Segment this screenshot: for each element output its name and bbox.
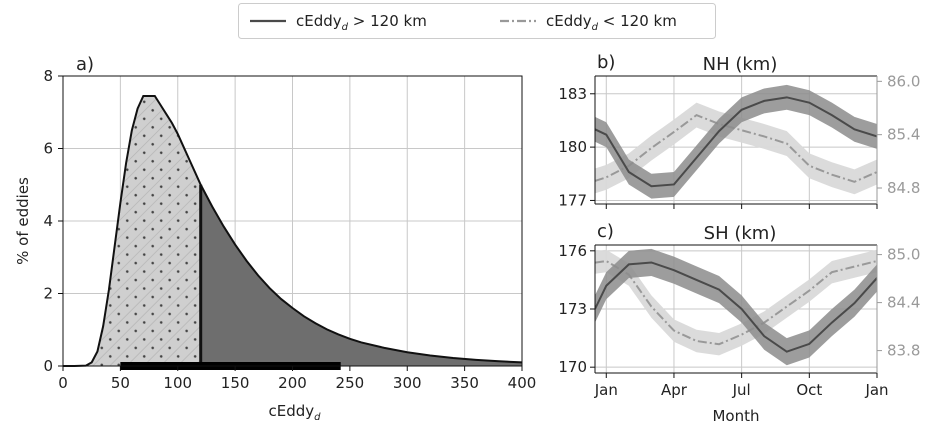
ytick-right-label-b-1: 85.4	[887, 126, 920, 144]
xtick-label-c-1: Apr	[661, 381, 688, 399]
panel-b-nh: 177 180 183 84.8 85.4 86.0 b) NH (km)	[558, 52, 920, 209]
xtick-label-c-0: Jan	[594, 381, 618, 399]
xtick-label-c-2: Jul	[732, 381, 751, 399]
panel-title-c: SH (km)	[704, 223, 777, 244]
xtick-label-150: 150	[221, 374, 250, 392]
series-group-c	[595, 248, 877, 366]
band-c-large	[595, 248, 877, 366]
legend: cEddyd > 120 km cEddyd < 120 km	[238, 3, 716, 39]
band-b-large	[595, 84, 877, 199]
ytick-left-label-b-183: 183	[558, 85, 587, 103]
y-axis-label-a: % of eddies	[14, 177, 32, 265]
panel-label-b: b)	[597, 52, 615, 73]
ytick-left-label-c-176: 176	[558, 242, 587, 260]
line-c-large	[595, 261, 877, 353]
ytick-right-label-b-0: 84.8	[887, 179, 920, 197]
ytick-right-label-c-2: 85.0	[887, 246, 920, 264]
panel-title-b: NH (km)	[703, 54, 778, 75]
area-large-eddies	[200, 184, 522, 366]
band-c-small	[595, 249, 877, 356]
panel-c-sh: 170 173 176 83.8 84.4 85.0 Jan Apr Jul Oct Jan c) SH…	[558, 221, 920, 425]
ytick-label-4: 4	[43, 212, 53, 230]
ytick-label-6: 6	[43, 140, 53, 158]
xtick-label-0: 0	[58, 374, 68, 392]
xtick-label-c-3: Oct	[796, 381, 822, 399]
ytick-label-2: 2	[43, 285, 53, 303]
legend-frame	[238, 3, 716, 39]
xtick-label-50: 50	[111, 374, 130, 392]
xtick-label-250: 250	[336, 374, 365, 392]
xtick-label-100: 100	[163, 374, 192, 392]
ytick-label-8: 8	[43, 67, 53, 85]
ytick-left-label-b-177: 177	[558, 191, 587, 209]
ytick-right-label-c-1: 84.4	[887, 294, 920, 312]
line-b-large	[595, 96, 877, 188]
xtick-label-400: 400	[508, 374, 537, 392]
ytick-right-label-b-2: 86.0	[887, 72, 920, 90]
x-axis-label-a: cEddyd	[269, 402, 322, 423]
x-axis-label-c: Month	[712, 407, 759, 425]
xtick-label-200: 200	[278, 374, 307, 392]
series-group-b	[595, 84, 877, 199]
panel-label-a: a)	[76, 54, 94, 75]
xtick-label-350: 350	[450, 374, 479, 392]
legend-label-1: cEddyd > 120 km	[296, 12, 427, 33]
legend-label-2: cEddyd < 120 km	[546, 12, 677, 33]
ytick-label-0: 0	[43, 357, 53, 375]
panel-a-distribution: 0 50 100 150 200 250 300 350 400 0 2 4 6 8 cEddyd % of …	[14, 54, 536, 423]
xtick-label-300: 300	[393, 374, 422, 392]
ytick-left-label-b-180: 180	[558, 138, 587, 156]
ytick-right-label-c-0: 83.8	[887, 342, 920, 360]
xtick-label-c-4: Jan	[864, 381, 888, 399]
ytick-left-label-c-173: 173	[558, 300, 587, 318]
band-b-small	[595, 102, 877, 195]
ytick-left-label-c-170: 170	[558, 358, 587, 376]
area-small-eddies	[63, 95, 201, 366]
panel-label-c: c)	[597, 221, 614, 242]
